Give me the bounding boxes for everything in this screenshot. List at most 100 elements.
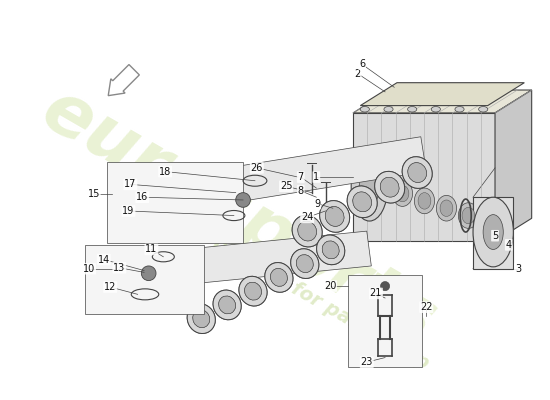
Ellipse shape [431,106,441,112]
Ellipse shape [458,203,478,228]
Text: 8: 8 [298,186,304,196]
Ellipse shape [239,276,267,306]
Text: 18: 18 [159,166,171,176]
Ellipse shape [325,206,344,226]
Ellipse shape [296,255,314,272]
Text: 14: 14 [98,254,110,264]
Ellipse shape [322,241,339,259]
Ellipse shape [408,163,427,182]
Text: 12: 12 [104,282,117,292]
Text: 9: 9 [314,199,320,209]
Text: 2: 2 [354,68,361,78]
Ellipse shape [292,215,322,247]
Ellipse shape [478,106,488,112]
Circle shape [141,266,156,281]
Text: 23: 23 [361,357,373,367]
Text: a passion for parts shop: a passion for parts shop [191,223,432,373]
Ellipse shape [402,157,432,188]
Ellipse shape [213,290,241,320]
Ellipse shape [296,255,314,272]
Text: 21: 21 [370,288,382,298]
Ellipse shape [408,163,427,182]
Ellipse shape [360,106,370,112]
Ellipse shape [408,106,417,112]
Ellipse shape [291,249,319,278]
Ellipse shape [359,167,380,205]
Ellipse shape [436,195,456,221]
Ellipse shape [187,304,215,334]
Text: 7: 7 [298,172,304,182]
Polygon shape [473,197,513,269]
Polygon shape [353,113,495,241]
Ellipse shape [245,282,261,300]
Ellipse shape [219,296,235,314]
Ellipse shape [213,290,241,320]
Ellipse shape [317,235,345,265]
Ellipse shape [292,215,322,247]
Ellipse shape [351,152,388,221]
Text: 4: 4 [505,240,512,250]
Text: 5: 5 [492,231,498,241]
Text: 6: 6 [359,59,365,69]
Ellipse shape [271,268,287,286]
Ellipse shape [370,174,390,199]
Ellipse shape [418,193,431,209]
Ellipse shape [402,157,432,188]
Ellipse shape [396,185,409,202]
Polygon shape [233,137,426,202]
Polygon shape [353,90,532,113]
Ellipse shape [414,188,434,214]
Ellipse shape [265,262,293,292]
Text: 20: 20 [324,281,336,291]
Text: 10: 10 [83,264,95,274]
Ellipse shape [353,192,372,212]
Circle shape [381,282,389,291]
Ellipse shape [271,268,287,286]
Ellipse shape [375,171,405,203]
Ellipse shape [193,310,210,328]
Ellipse shape [380,177,399,197]
Ellipse shape [440,200,453,216]
Text: 25: 25 [280,181,293,191]
Ellipse shape [320,201,350,232]
Ellipse shape [239,276,267,306]
Ellipse shape [322,241,339,259]
Text: 3: 3 [515,264,521,274]
Text: 13: 13 [113,263,125,273]
Ellipse shape [473,197,513,267]
Ellipse shape [187,304,215,334]
Ellipse shape [384,106,393,112]
Ellipse shape [392,181,412,206]
Ellipse shape [298,221,316,241]
Ellipse shape [219,296,235,314]
Ellipse shape [265,262,293,292]
Text: 19: 19 [123,206,135,216]
FancyBboxPatch shape [85,245,204,314]
Polygon shape [495,90,532,241]
Ellipse shape [325,206,344,226]
Ellipse shape [375,171,405,203]
Ellipse shape [193,310,210,328]
Ellipse shape [245,282,261,300]
FancyBboxPatch shape [348,275,422,367]
Text: 26: 26 [251,163,263,173]
FancyBboxPatch shape [107,162,243,243]
Polygon shape [360,83,524,106]
Ellipse shape [374,178,387,194]
Ellipse shape [347,186,377,218]
Ellipse shape [320,201,350,232]
Text: 16: 16 [136,192,149,202]
Ellipse shape [317,235,345,265]
Ellipse shape [462,207,475,224]
Ellipse shape [353,192,372,212]
Ellipse shape [455,106,464,112]
Circle shape [236,193,250,207]
Ellipse shape [347,186,377,218]
Text: 11: 11 [145,244,157,254]
Text: eurosports: eurosports [29,75,448,356]
Ellipse shape [380,177,399,197]
Ellipse shape [291,249,319,278]
Text: 24: 24 [301,212,314,222]
Text: 1: 1 [314,172,320,182]
Ellipse shape [483,215,503,250]
